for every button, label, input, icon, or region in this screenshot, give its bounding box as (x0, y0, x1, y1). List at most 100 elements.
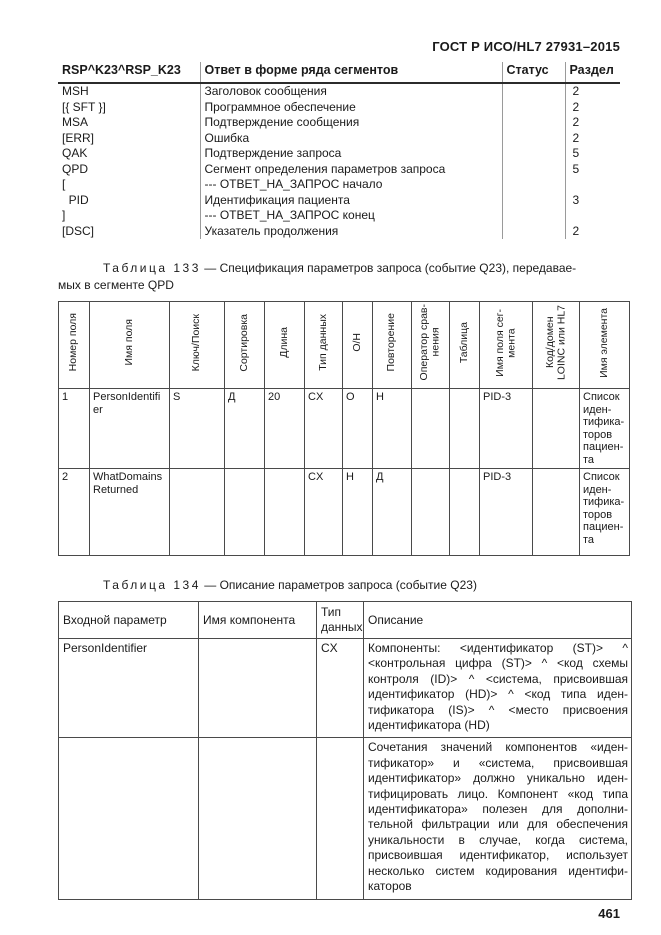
key-search-cell: S (169, 388, 225, 469)
column-header-message-structure: RSP^K23^RSP_K23 (58, 62, 200, 84)
segment-description-cell: Идентификация пациента (199, 192, 502, 208)
segment-code-cell: [ (62, 177, 66, 191)
segment-description-cell: Сегмент определения параметров запроса (199, 161, 502, 177)
rotated-header-text: Сортировка (237, 313, 250, 372)
rotated-column-header: Имя поля (89, 301, 170, 389)
rotated-header-text: Таблица (457, 321, 470, 364)
field-number-cell: 1 (58, 388, 90, 469)
table-133-caption-text: — Спецификация параметров запроса (событ… (58, 261, 577, 292)
segment-section-cell: 2 (564, 130, 620, 146)
column-header-component-name: Имя компонента (198, 601, 317, 639)
segment-status-cell (501, 115, 565, 131)
spec-header-row: Номер поля Имя поля Ключ/Поиск Сортировка Дл… (58, 301, 630, 389)
rotated-column-header: Номер поля (58, 301, 90, 389)
segment-status-cell (501, 83, 565, 100)
segment-row: ] --- ОТВЕТ_НА_ЗАПРОС конец (58, 208, 620, 224)
segment-status-cell (501, 99, 565, 115)
column-header-status: Статус (501, 62, 565, 84)
data-type-cell: CX (316, 637, 364, 739)
segment-code-cell: [ERR] (62, 130, 95, 145)
segment-code-cell: ] (62, 208, 66, 222)
segment-description-cell: Указатель продолжения (199, 223, 502, 239)
segment-section-cell: 5 (564, 146, 620, 162)
segment-description-cell: Подтверждение запроса (199, 146, 502, 162)
rotated-column-header: Таблица (449, 301, 480, 389)
element-name-cell: Список иден- тифика- торов пациен- та (579, 468, 630, 556)
rotated-header-text: Оператор срав- нения (418, 304, 442, 381)
length-cell (264, 468, 305, 556)
segment-code-cell: MSA (62, 115, 89, 129)
rotated-column-header: Имя поля сег- мента (479, 301, 533, 389)
component-name-cell (198, 737, 317, 900)
segment-code-cell: QPD (62, 161, 89, 176)
rotated-header-text: Ключ/Поиск (190, 313, 203, 372)
comparison-operator-cell (411, 388, 450, 469)
optionality-cell: Н (342, 468, 373, 556)
rotated-header-text: Имя элемента (597, 307, 610, 378)
field-name-cell: WhatDomainsReturned (89, 468, 170, 556)
segment-row: QAK Подтверждение запроса 5 (58, 146, 620, 162)
description-header-row: Входной параметр Имя компонента Тип данных… (58, 601, 632, 639)
data-type-cell (316, 737, 364, 900)
input-parameter-cell (58, 737, 199, 900)
segment-section-cell: 2 (564, 223, 620, 239)
segment-list-table: RSP^K23^RSP_K23 Ответ в форме ряда сегмен… (58, 62, 620, 239)
rotated-column-header: Имя элемента (579, 301, 630, 389)
segment-description-cell: Заголовок сообщения (199, 83, 502, 100)
rotated-header-text: Длина (277, 327, 290, 358)
query-parameter-spec-table: Номер поля Имя поля Ключ/Поиск Сортировка Дл… (58, 301, 630, 556)
column-header-description: Описание (363, 601, 632, 639)
component-name-cell (198, 637, 317, 739)
segment-status-cell (501, 146, 565, 162)
table-134-caption: Таблица 134 — Описание параметров запрос… (58, 577, 628, 594)
segment-section-cell: 5 (564, 161, 620, 177)
column-header-data-type: Тип данных (316, 601, 364, 639)
sort-cell: Д (224, 388, 265, 469)
segment-row: [ERR] Ошибка 2 (58, 130, 620, 146)
table-133-caption-label: Таблица 133 (103, 261, 201, 275)
segment-status-cell (501, 177, 565, 193)
segment-description-cell: Подтверждение сообщения (199, 115, 502, 131)
segment-table-header-row: RSP^K23^RSP_K23 Ответ в форме ряда сегмен… (58, 62, 620, 84)
rotated-header-text: Имя поля сег- мента (493, 308, 518, 377)
segment-status-cell (501, 192, 565, 208)
segment-description-cell: --- ОТВЕТ_НА_ЗАПРОС начало (199, 177, 502, 193)
spec-row: 1 PersonIdentifier S Д 20 CX О Н PID-3 Список иде… (58, 388, 630, 469)
segment-row: [{ SFT }] Программное обеспечение 2 (58, 99, 620, 115)
segment-code-cell: QAK (62, 146, 88, 160)
parameter-description-table: Входной параметр Имя компонента Тип данных… (58, 601, 632, 900)
table-133-caption: Таблица 133 — Спецификация параметров за… (58, 260, 628, 294)
rotated-header-text: Тип данных (316, 314, 329, 371)
repetition-cell: Д (372, 468, 412, 556)
rotated-column-header: Повторение (372, 301, 412, 389)
segment-description-cell: --- ОТВЕТ_НА_ЗАПРОС конец (199, 208, 502, 224)
rotated-header-text: О/Н (350, 333, 363, 352)
description-row: Сочетания значений компонентов «иден-тиф… (58, 737, 632, 900)
segment-description-cell: Ошибка (199, 130, 502, 146)
rotated-header-text: Повторение (385, 313, 398, 372)
rotated-column-header: Ключ/Поиск (169, 301, 225, 389)
input-parameter-cell: PersonIdentifier (58, 637, 199, 739)
rotated-column-header: Длина (264, 301, 305, 389)
rotated-column-header: Код/домен LOINC или HL7 (532, 301, 580, 389)
spec-row: 2 WhatDomainsReturned CX Н Д PID-3 Список иден… (58, 468, 630, 556)
segment-section-cell: 2 (564, 115, 620, 131)
segment-row: [DSC] Указатель продолжения 2 (58, 223, 620, 239)
description-cell: Компоненты: <идентификатор (ST)> ^ <контр… (363, 637, 632, 739)
length-cell: 20 (264, 388, 305, 469)
rotated-column-header: Оператор срав- нения (411, 301, 450, 389)
description-cell: Сочетания значений компонентов «иден-тиф… (363, 737, 632, 900)
segment-code-cell: [{ SFT }] (62, 99, 106, 114)
code-domain-cell (532, 468, 580, 556)
segment-status-cell (501, 208, 565, 224)
segment-code-cell: MSH (62, 84, 89, 98)
field-number-cell: 2 (58, 468, 90, 556)
data-type-cell: CX (304, 388, 343, 469)
segment-status-cell (501, 161, 565, 177)
segment-status-cell (501, 130, 565, 146)
rotated-header-text: Имя поля (122, 319, 135, 366)
field-name-cell: PersonIdentifier (89, 388, 170, 469)
table-ref-cell (449, 468, 480, 556)
segment-row: PID Идентификация пациента 3 (58, 192, 620, 208)
